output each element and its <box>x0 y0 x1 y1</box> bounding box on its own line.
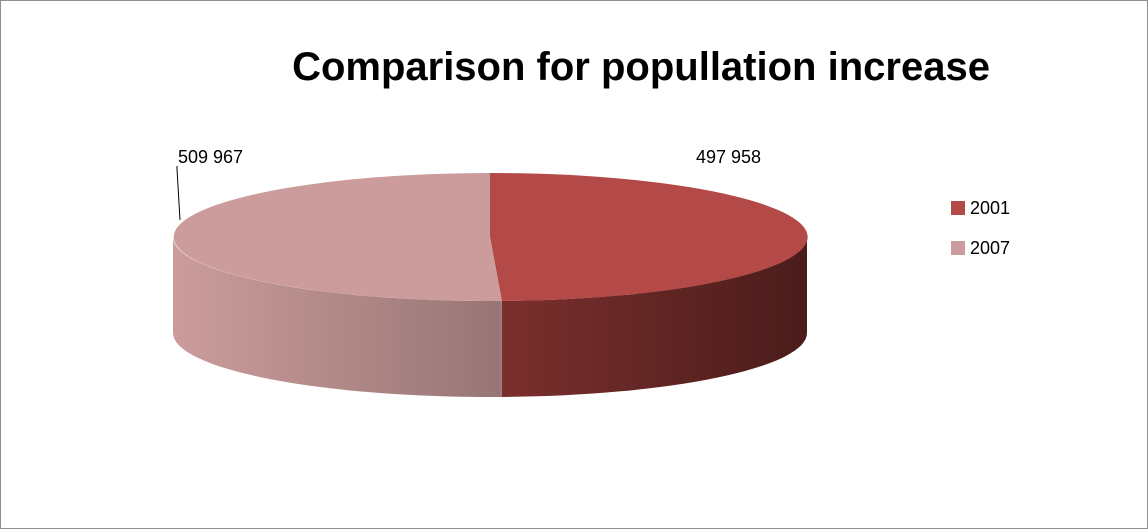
legend-item-2007: 2007 <box>951 228 1010 268</box>
leader-line-2007 <box>176 166 181 221</box>
chart-title: Comparison for popullation increase <box>292 45 990 89</box>
data-label-2001: 497 958 <box>696 147 761 167</box>
pie-side-2007 <box>172 237 502 398</box>
legend-swatch-2007 <box>951 241 965 255</box>
legend-label-2001: 2001 <box>970 197 1011 218</box>
legend-item-2001: 2001 <box>951 188 1010 228</box>
legend-label-2007: 2007 <box>970 237 1011 258</box>
pie-side-2001 <box>501 237 807 397</box>
pie-slice-2001 <box>490 172 808 301</box>
pie-slice-2007 <box>173 173 502 301</box>
legend-swatch-2001 <box>951 201 965 215</box>
legend: 2001 2007 <box>951 188 1010 268</box>
data-label-2007: 509 967 <box>178 147 243 167</box>
